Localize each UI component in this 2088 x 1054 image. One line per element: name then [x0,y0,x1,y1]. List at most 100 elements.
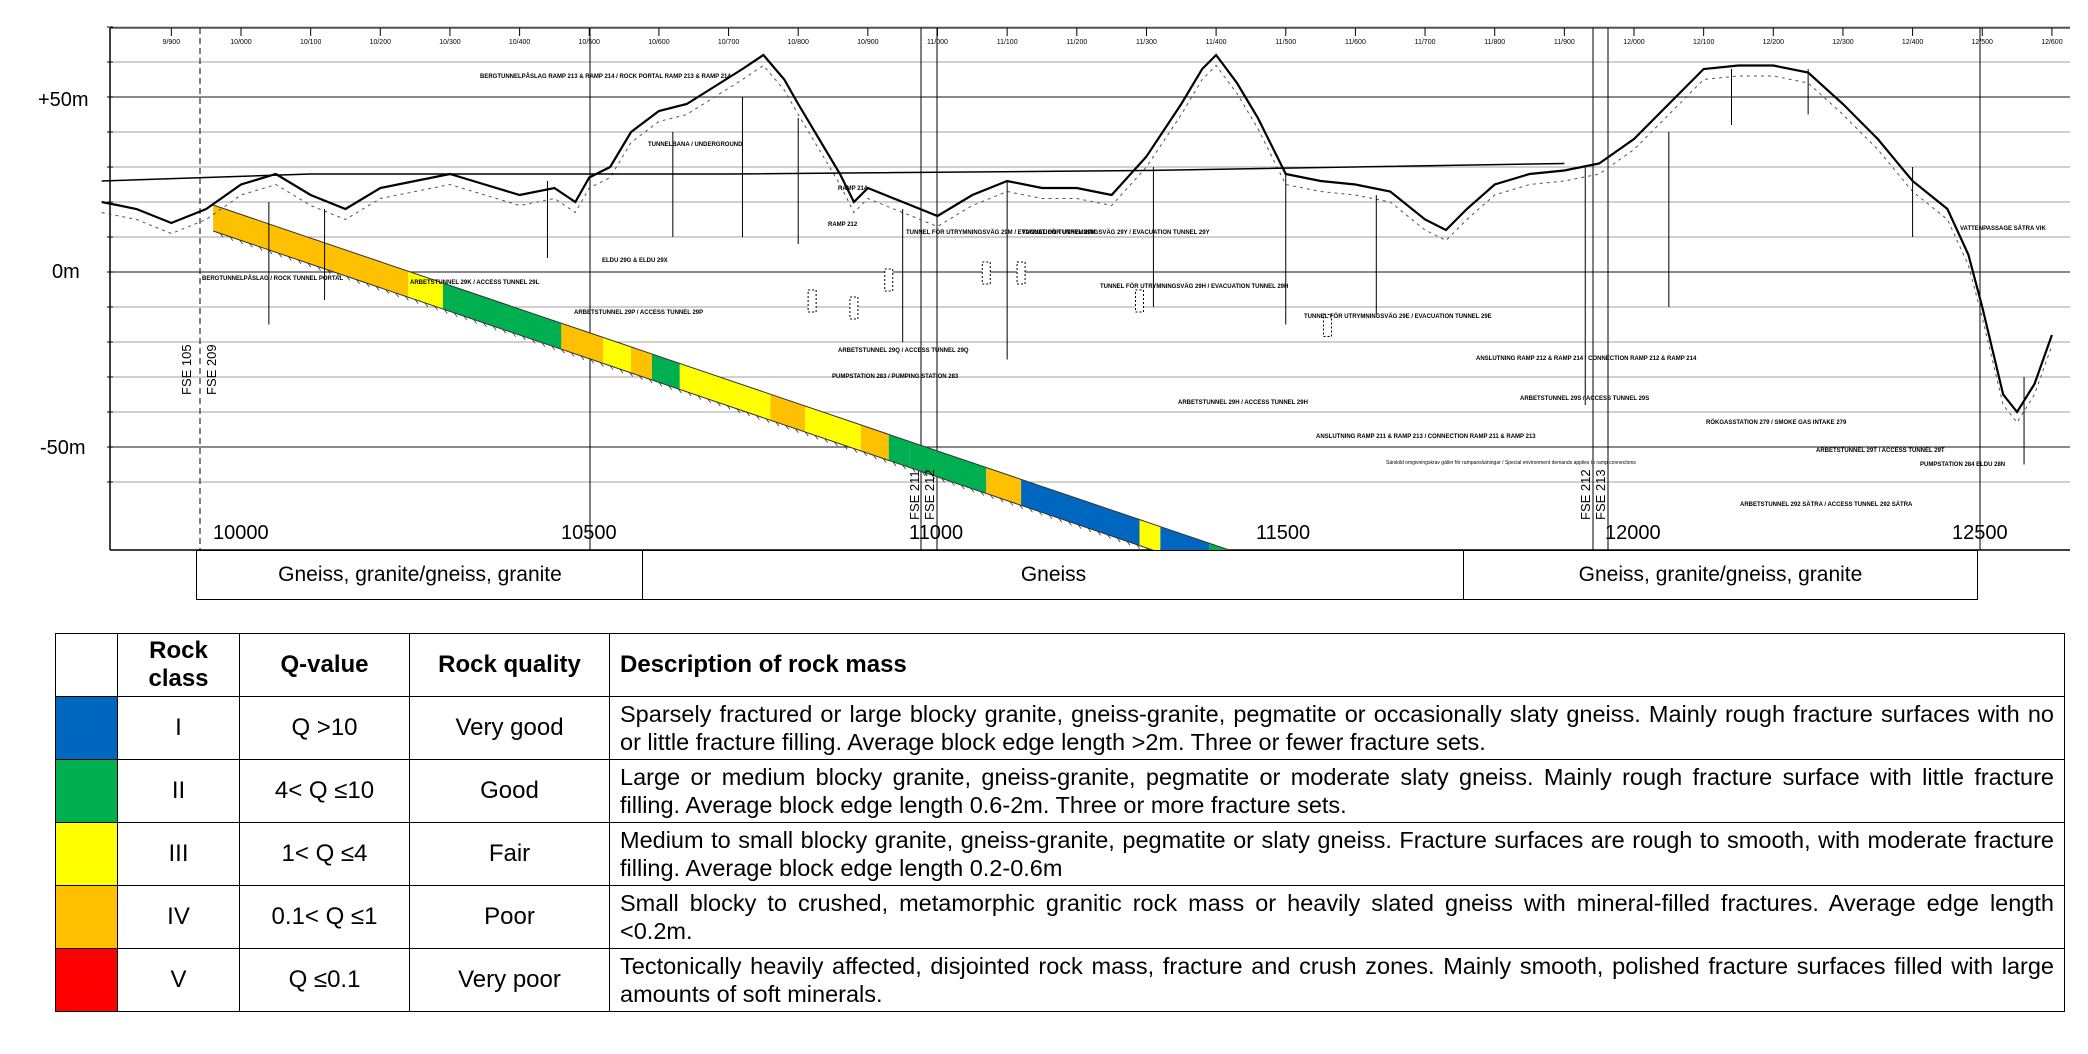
annotation-at292: ARBETSTUNNEL 292 SÄTRA / ACCESS TUNNEL 2… [1740,501,1913,508]
annotation-at29t: ARBETSTUNNEL 29T / ACCESS TUNNEL 29T [1816,448,1945,454]
geology-section-1: Gneiss, granite/gneiss, granite [196,550,644,600]
chainage-label-12500: 12500 [1952,522,2008,544]
rock-class-cell: II [117,759,240,823]
color-swatch-red [55,948,118,1012]
tunnel-segment-class-III [679,363,771,421]
tunnel-segment-class-IV [213,205,409,298]
annotation-evac29m: TUNNEL FÖR UTRYMNINGSVÄG 29M / EVACUATIO… [906,229,1096,236]
top-tick-label: 10/100 [300,39,322,46]
rock-quality-cell: Fair [409,822,610,886]
description-cell: Sparsely fractured or large blocky grani… [609,696,2065,760]
legend-header-swatch [55,633,118,697]
elevation-grid [107,26,2070,551]
tunnel-segment-class-IV [631,346,652,380]
color-swatch-orange [55,885,118,949]
chainage-label-12000: 12000 [1605,522,1661,544]
color-swatch-yellow [55,822,118,886]
q-value-cell: 0.1< Q ≤1 [239,885,410,949]
shaft-box [807,289,817,313]
rock-surface-line [101,64,2053,424]
description-cell: Small blocky to crushed, metamorphic gra… [609,885,2065,949]
top-tick-label: 11/100 [997,39,1018,46]
annotation-evac29y: TUNNEL FÖR UTRYMNINGSVÄG 29Y / EVACUATIO… [1022,229,1210,236]
top-tick-label: 9/900 [163,39,181,46]
geology-section-2: Gneiss [642,550,1465,600]
top-tick-label: 10/300 [439,39,461,46]
annotation-at29q: ARBETSTUNNEL 29Q / ACCESS TUNNEL 29Q [838,348,969,354]
top-tick-label: 11/000 [927,39,948,46]
tunnel-segment-class-III [805,406,861,451]
shaft-box [884,268,894,292]
rock-quality-cell: Very poor [409,948,610,1012]
terrain-profile [101,53,2053,424]
q-value-cell: Q ≤0.1 [239,948,410,1012]
chainage-label-11500: 11500 [1256,522,1310,544]
tunnel-segment-class-I [1021,479,1140,546]
tunnel-segment-class-IV [770,394,806,433]
top-tick-label: 11/300 [1136,39,1157,46]
rock-class-cell: III [117,822,240,886]
legend-row-class-5: V Q ≤0.1 Very poor Tectonically heavily … [55,948,2065,1012]
rock-quality-cell: Very good [409,696,610,760]
geology-section-3: Gneiss, granite/gneiss, granite [1463,550,1978,600]
top-chainage-ticks: 9/900 10/000 10/100 10/200 10/300 10/400 10/50… [163,28,2063,46]
legend-header-rock-quality: Rock quality [409,633,610,697]
shafts-and-boreholes [268,69,2025,465]
tunnel-segment-class-II [888,434,910,468]
annotation-smoke: RÖKGASSTATION 279 / SMOKE GAS INTAKE 279 [1706,419,1847,426]
top-tick-label: 10/800 [787,39,809,46]
tunnel-rock-class-band [212,204,1378,600]
top-tick-label: 11/600 [1345,39,1366,46]
tunnel-segment-class-IV [986,467,1022,506]
longitudinal-profile: +50m 0m -50m 10000 10500 11000 11500 120… [38,26,2070,600]
section-marker-fse105: FSE 105 [179,344,194,395]
q-value-cell: 1< Q ≤4 [239,822,410,886]
annotation-pump284: PUMPSTATION 284 ELDU 28N [1920,462,2005,468]
annotation-conn214: ANSLUTNING RAMP 212 & RAMP 214 / CONNECT… [1476,356,1697,362]
section-marker-fse209: FSE 209 [204,344,219,395]
tunnel-segment-class-II [651,353,680,390]
shaft-box [1134,289,1144,313]
rock-class-legend-table: Rock class Q-value Rock quality Descript… [55,633,2065,1012]
top-tick-label: 12/200 [1763,39,1785,46]
chainage-label-10000: 10000 [213,522,269,544]
top-tick-label: 12/500 [1972,39,1994,46]
tunnel-segment-class-III [1139,519,1161,553]
section-marker-fse212a: FSE 212 [922,469,937,520]
section-lines [199,28,1981,550]
section-marker-fse213: FSE 213 [1593,469,1608,520]
description-cell: Large or medium blocky granite, gneiss-g… [609,759,2065,823]
q-value-cell: 4< Q ≤10 [239,759,410,823]
legend-header-row: Rock class Q-value Rock quality Descript… [55,633,2065,697]
annotation-special: Särskild omgivningskrav gäller för rampa… [1386,460,1636,466]
tunnel-segment-class-III [408,271,443,310]
top-tick-label: 11/700 [1415,39,1436,46]
top-tick-label: 12/400 [1902,39,1924,46]
legend-header-rock-class: Rock class [117,633,240,697]
description-cell: Medium to small blocky granite, gneiss-g… [609,822,2065,886]
rock-quality-cell: Good [409,759,610,823]
shaft-box [1016,261,1026,285]
rock-quality-cell: Poor [409,885,610,949]
annotation-ramp-portal: BERGTUNNELPÅSLAG RAMP 213 & RAMP 214 / R… [480,73,731,80]
annotation-water: VATTENPASSAGE SÄTRA VIK [1960,225,2046,232]
q-value-cell: Q >10 [239,696,410,760]
legend-header-q-value: Q-value [239,633,410,697]
top-tick-label: 10/700 [718,39,740,46]
y-label-minus50: -50m [40,437,86,459]
top-tick-label: 10/600 [648,39,670,46]
top-tick-label: 12/100 [1693,39,1715,46]
annotation-at29h: ARBETSTUNNEL 29H / ACCESS TUNNEL 29H [1178,400,1308,406]
tunnel-segment-class-II [442,283,562,350]
legend-row-class-1: I Q >10 Very good Sparsely fractured or … [55,696,2065,760]
top-tick-label: 10/900 [857,39,879,46]
annotation-conn213: ANSLUTNING RAMP 211 & RAMP 213 / CONNECT… [1316,434,1536,440]
shaft-box [849,296,859,320]
color-swatch-blue [55,696,118,760]
annotation-ramp212: RAMP 212 [828,222,858,228]
annotation-evac29e: TUNNEL FÖR UTRYMNINGSVÄG 29E / EVACUATIO… [1304,313,1492,320]
chainage-label-11000: 11000 [909,522,963,544]
annotation-pump283: PUMPSTATION 283 / PUMPING STATION 283 [832,374,959,380]
top-tick-label: 11/200 [1066,39,1087,46]
top-tick-label: 11/400 [1206,39,1227,46]
